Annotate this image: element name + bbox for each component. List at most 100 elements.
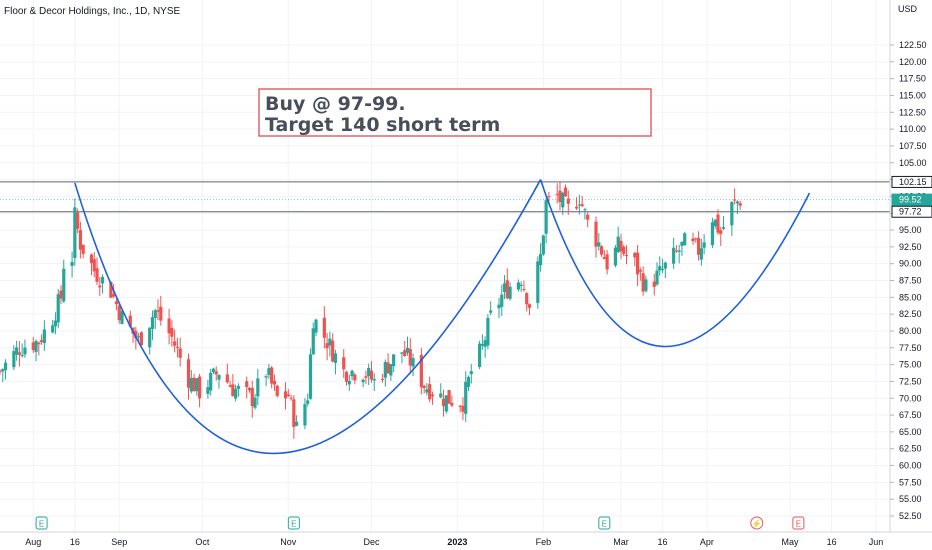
x-tick-label: May [782,537,800,547]
y-tick-label: 115.00 [899,90,926,100]
candle-body [209,372,213,391]
candle-body [480,344,484,346]
earnings-icon[interactable]: E [35,516,48,530]
horizontal-levels[interactable] [0,181,890,213]
candle-body [178,348,182,358]
grid-lines [0,0,890,532]
candle-body [710,222,715,246]
candle-body [380,378,385,380]
y-tick-label: 120.00 [899,57,927,67]
candle-body [167,318,171,334]
price-axis[interactable]: USD 52.50 55.00 57.50 60.00 62.50 65.00 67.50 7… [889,0,932,532]
cup-pattern-curves[interactable] [74,179,811,454]
candle-body [34,341,38,352]
candle-body [702,242,706,248]
y-tick-label: 122.50 [899,40,927,50]
candle-body [89,254,94,264]
candle-body [486,317,490,346]
candle-body [677,250,681,252]
candle-body [250,387,254,407]
candle-body [275,385,279,396]
earnings-icon[interactable]: E [287,516,300,530]
event-label: E [796,520,801,529]
candle-body [547,196,551,198]
earnings-icon[interactable]: E [792,516,805,530]
candle-body [245,381,249,388]
candle-body [450,402,454,406]
candle-body [153,310,157,318]
candlestick-series [0,181,742,439]
candle-body [408,349,412,366]
candle-body [577,204,581,206]
candle-body [644,279,648,291]
candle-body [23,347,27,355]
candle-body [536,261,540,303]
time-axis[interactable]: Aug 16 Sep Oct Nov Dec 2023 Feb Mar 16 Apr May 16 Jun [0,531,932,547]
candle-body [680,241,684,246]
candle-body [738,203,742,206]
candle-body [638,269,642,272]
last-price-tag-value: 99.52 [899,195,922,205]
event-label: E [291,520,296,529]
candle-body [98,285,102,288]
y-tick-label: 87.50 [899,276,922,286]
candle-body [76,212,80,229]
candle-body [114,301,119,305]
candle-body [411,358,415,367]
x-tick-label: Aug [25,537,41,547]
candle-body [234,388,238,399]
candle-body [566,198,570,204]
y-tick-label: 105.00 [899,158,927,168]
candle-body [716,214,720,233]
candle-body [170,327,174,337]
cup-curve-1[interactable] [74,179,542,454]
support-tag-bg [891,205,932,218]
candle-body [70,261,74,266]
candle-body [231,384,235,397]
y-tick-label: 72.50 [899,376,922,386]
event-label: E [602,520,607,529]
candle-body [430,394,435,397]
cup-curve-2[interactable] [539,179,811,348]
candle-body [331,340,335,362]
candle-body [156,310,160,312]
candle-body [256,378,260,397]
candle-body [353,374,357,381]
candle-body [369,370,374,380]
event-markers[interactable]: E E E ⚡ E [35,516,805,530]
y-tick-label: 60.00 [899,461,922,471]
candle-body [347,380,351,385]
candle-body [78,230,82,250]
candle-body [92,259,96,272]
candle-body [719,230,723,234]
candle-body [95,268,99,282]
candle-body [53,320,58,327]
candle-body [613,247,618,266]
x-tick-label: 16 [827,537,837,547]
candle-body [236,386,241,389]
support-tag-value: 97.72 [899,207,922,217]
candle-body [350,370,354,377]
candle-body [270,367,274,384]
candle-body [400,352,404,354]
candle-body [211,368,216,373]
y-tick-label: 57.50 [899,477,922,487]
x-tick-label: Jun [869,537,884,547]
earnings-icon-box [287,516,300,530]
candle-body [314,319,318,333]
candle-body [303,404,307,426]
candle-body [674,250,679,252]
candle-body [483,340,487,347]
candle-body [683,233,687,246]
candle-body [3,362,8,371]
candle-body [197,376,202,399]
resistance-tag-value: 102.15 [899,177,927,187]
earnings-icon[interactable]: E [598,516,611,530]
annotation-note[interactable]: Buy @ 97-99. Target 140 short term [258,88,652,137]
y-tick-label: 117.50 [899,74,926,84]
split-icon[interactable]: ⚡ [750,516,764,530]
candle-body [622,246,626,254]
y-tick-label: 67.50 [899,410,922,420]
y-tick-label: 62.50 [899,444,922,454]
